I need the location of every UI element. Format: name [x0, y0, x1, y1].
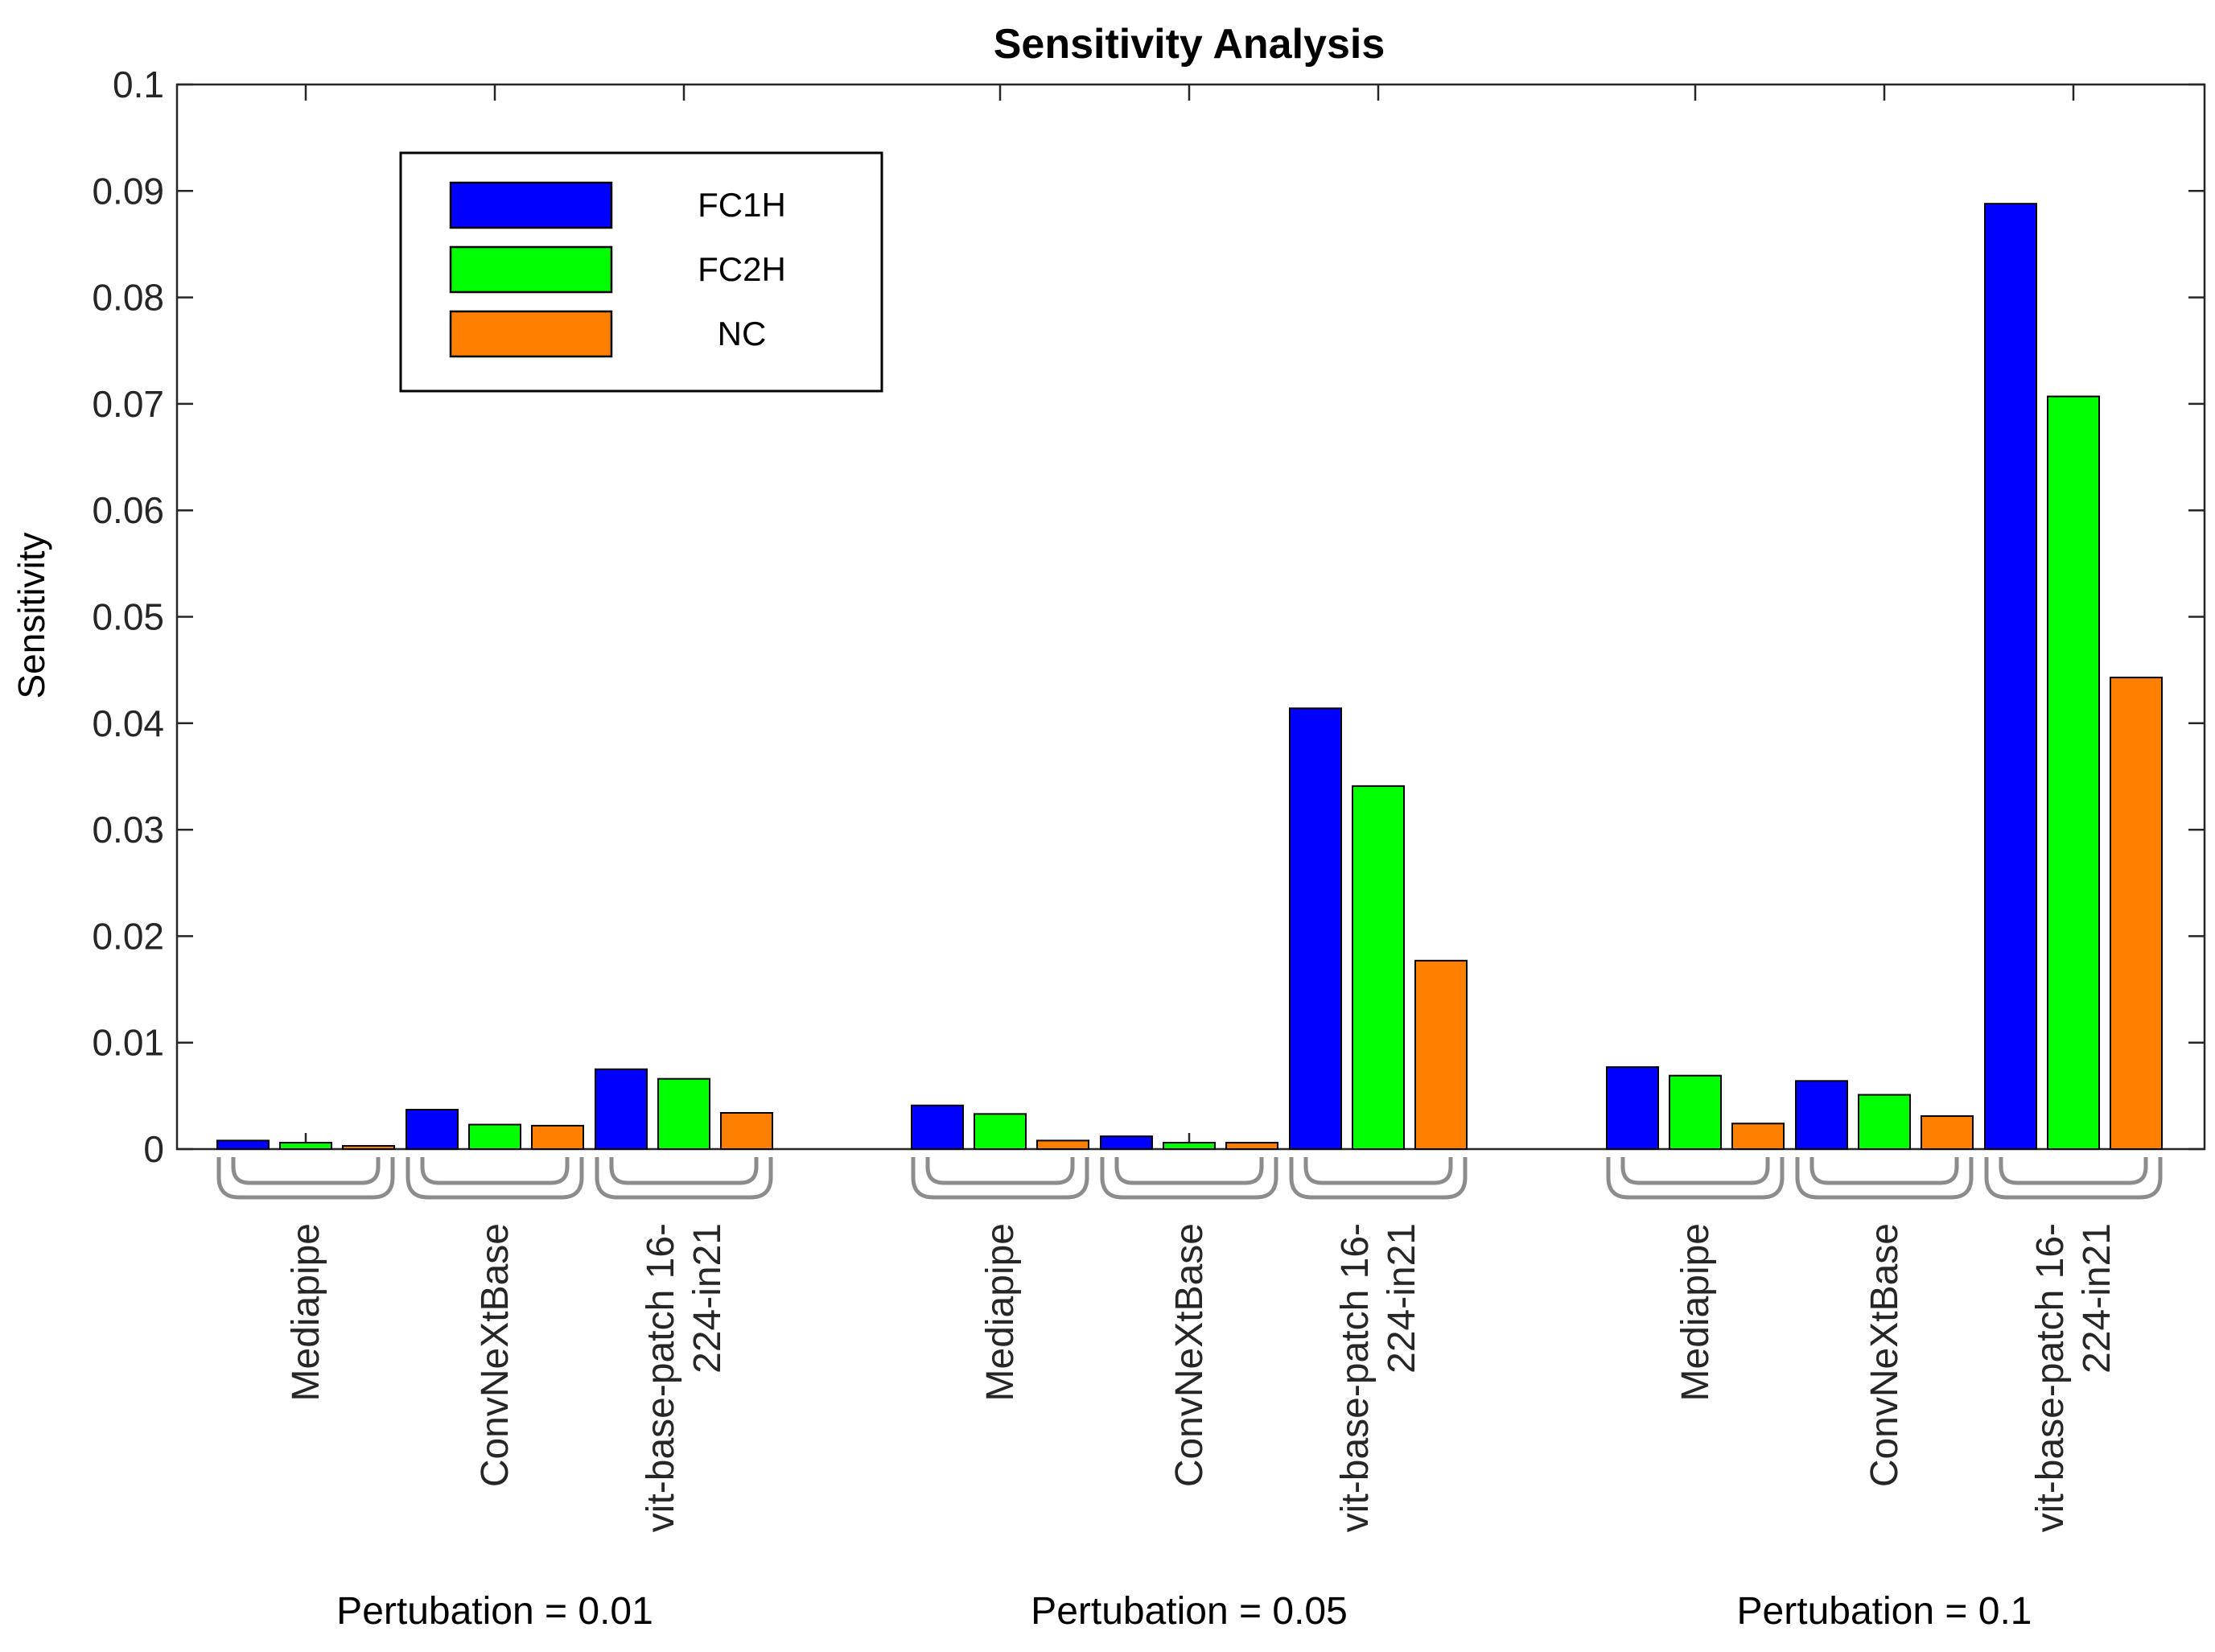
category-label-line: ConvNeXtBase — [1863, 1223, 1906, 1487]
category-bracket-inner — [1303, 1157, 1453, 1185]
bar-fc2h-g1-c2 — [1352, 785, 1405, 1150]
bar-fc1h-g1-c1 — [1100, 1135, 1153, 1151]
bar-fc1h-g0-c0 — [216, 1139, 270, 1151]
y-tick-label: 0 — [143, 1128, 164, 1170]
legend-label-nc: NC — [718, 315, 767, 352]
category-bracket-inner — [1999, 1157, 2148, 1185]
y-tick-label: 0.05 — [92, 596, 164, 638]
group-label: Pertubation = 0.1 — [1737, 1590, 2032, 1633]
y-tick-label: 0.07 — [92, 383, 164, 425]
category-bracket-inner — [420, 1157, 570, 1185]
legend-swatch-fc2h — [449, 245, 613, 294]
y-axis-label: Sensitivity — [10, 532, 52, 698]
legend: FC1H FC2H NC — [399, 151, 883, 393]
category-bracket-inner — [609, 1157, 759, 1185]
category-bracket-inner — [1620, 1157, 1770, 1185]
bar-fc2h-g0-c1 — [468, 1123, 521, 1151]
category-bracket-inner — [1809, 1157, 1959, 1185]
y-tick-label: 0.08 — [92, 277, 164, 319]
bar-fc2h-g1-c1 — [1163, 1142, 1216, 1151]
y-tick-label: 0.06 — [92, 489, 164, 531]
bar-fc2h-g2-c2 — [2047, 395, 2100, 1151]
category-label-line: Mediapipe — [285, 1223, 327, 1401]
y-tick-label: 0.01 — [92, 1022, 164, 1064]
category-bracket-outer — [1984, 1157, 2163, 1200]
group-label: Pertubation = 0.05 — [1031, 1590, 1348, 1633]
category-label-line: 224-in21 — [686, 1223, 729, 1374]
bar-nc-g0-c1 — [531, 1124, 584, 1151]
bar-nc-g1-c1 — [1225, 1142, 1278, 1151]
bar-fc1h-g2-c2 — [1984, 203, 2037, 1150]
bar-fc1h-g2-c1 — [1795, 1080, 1848, 1150]
bar-nc-g2-c1 — [1921, 1114, 1974, 1151]
y-tick-label: 0.03 — [92, 809, 164, 851]
chart-title: Sensitivity Analysis — [994, 21, 1385, 68]
category-bracket-outer — [216, 1157, 395, 1200]
bar-fc1h-g1-c2 — [1289, 707, 1342, 1150]
category-label-line: vit-base-patch 16- — [2029, 1223, 2072, 1532]
legend-label-fc2h: FC2H — [698, 250, 786, 288]
y-tick-label: 0.09 — [92, 170, 164, 212]
category-label-line: vit-base-patch 16- — [640, 1223, 682, 1532]
category-bracket-inner — [1114, 1157, 1264, 1185]
bar-fc1h-g0-c1 — [406, 1109, 459, 1150]
bar-fc2h-g2-c1 — [1858, 1094, 1911, 1150]
group-label: Pertubation = 0.01 — [336, 1590, 653, 1633]
legend-label-fc1h: FC1H — [698, 186, 786, 224]
category-bracket-outer — [911, 1157, 1089, 1200]
category-bracket-outer — [595, 1157, 773, 1200]
bar-fc1h-g0-c2 — [595, 1068, 648, 1151]
y-tick-label: 0.04 — [92, 702, 164, 744]
category-label-line: ConvNeXtBase — [1168, 1223, 1211, 1487]
category-label-line: Mediapipe — [1674, 1223, 1717, 1401]
bar-nc-g1-c2 — [1414, 959, 1468, 1150]
y-tick-label: 0.1 — [113, 64, 164, 105]
category-label-line: 224-in21 — [1381, 1223, 1423, 1374]
category-label-line: vit-base-patch 16- — [1334, 1223, 1377, 1532]
category-bracket-outer — [1289, 1157, 1468, 1200]
bar-fc2h-g0-c2 — [657, 1077, 710, 1151]
bar-fc2h-g0-c0 — [279, 1142, 332, 1151]
category-bracket-inner — [231, 1157, 381, 1185]
category-bracket-outer — [1100, 1157, 1278, 1200]
bar-nc-g0-c2 — [720, 1112, 773, 1150]
bar-nc-g0-c0 — [342, 1145, 395, 1151]
y-tick-label: 0.02 — [92, 915, 164, 957]
category-bracket-inner — [925, 1157, 1075, 1185]
category-label-line: Mediapipe — [979, 1223, 1022, 1401]
category-bracket-outer — [1606, 1157, 1785, 1200]
bars-layer — [216, 203, 2163, 1151]
bar-fc2h-g1-c0 — [974, 1113, 1027, 1150]
legend-swatch-nc — [449, 310, 613, 358]
category-labels-layer: Mediapipe ConvNeXtBase vit-base-patch 16- 2… — [216, 1157, 2163, 1633]
category-bracket-outer — [1795, 1157, 1974, 1200]
bar-nc-g2-c2 — [2110, 676, 2163, 1150]
bar-nc-g2-c0 — [1731, 1123, 1785, 1151]
bar-fc2h-g2-c0 — [1669, 1074, 1722, 1151]
axes-frame: 0 0.01 0.02 0.03 0.04 0.05 0.06 0.07 0.08 0.09 0.1 — [92, 64, 2206, 1170]
category-label-line: 224-in21 — [2076, 1223, 2118, 1374]
bar-fc1h-g2-c0 — [1606, 1066, 1659, 1151]
category-bracket-outer — [406, 1157, 584, 1200]
category-label-line: ConvNeXtBase — [474, 1223, 517, 1487]
bar-nc-g1-c0 — [1036, 1139, 1089, 1151]
legend-swatch-fc1h — [449, 181, 613, 229]
bar-fc1h-g1-c0 — [911, 1104, 964, 1150]
